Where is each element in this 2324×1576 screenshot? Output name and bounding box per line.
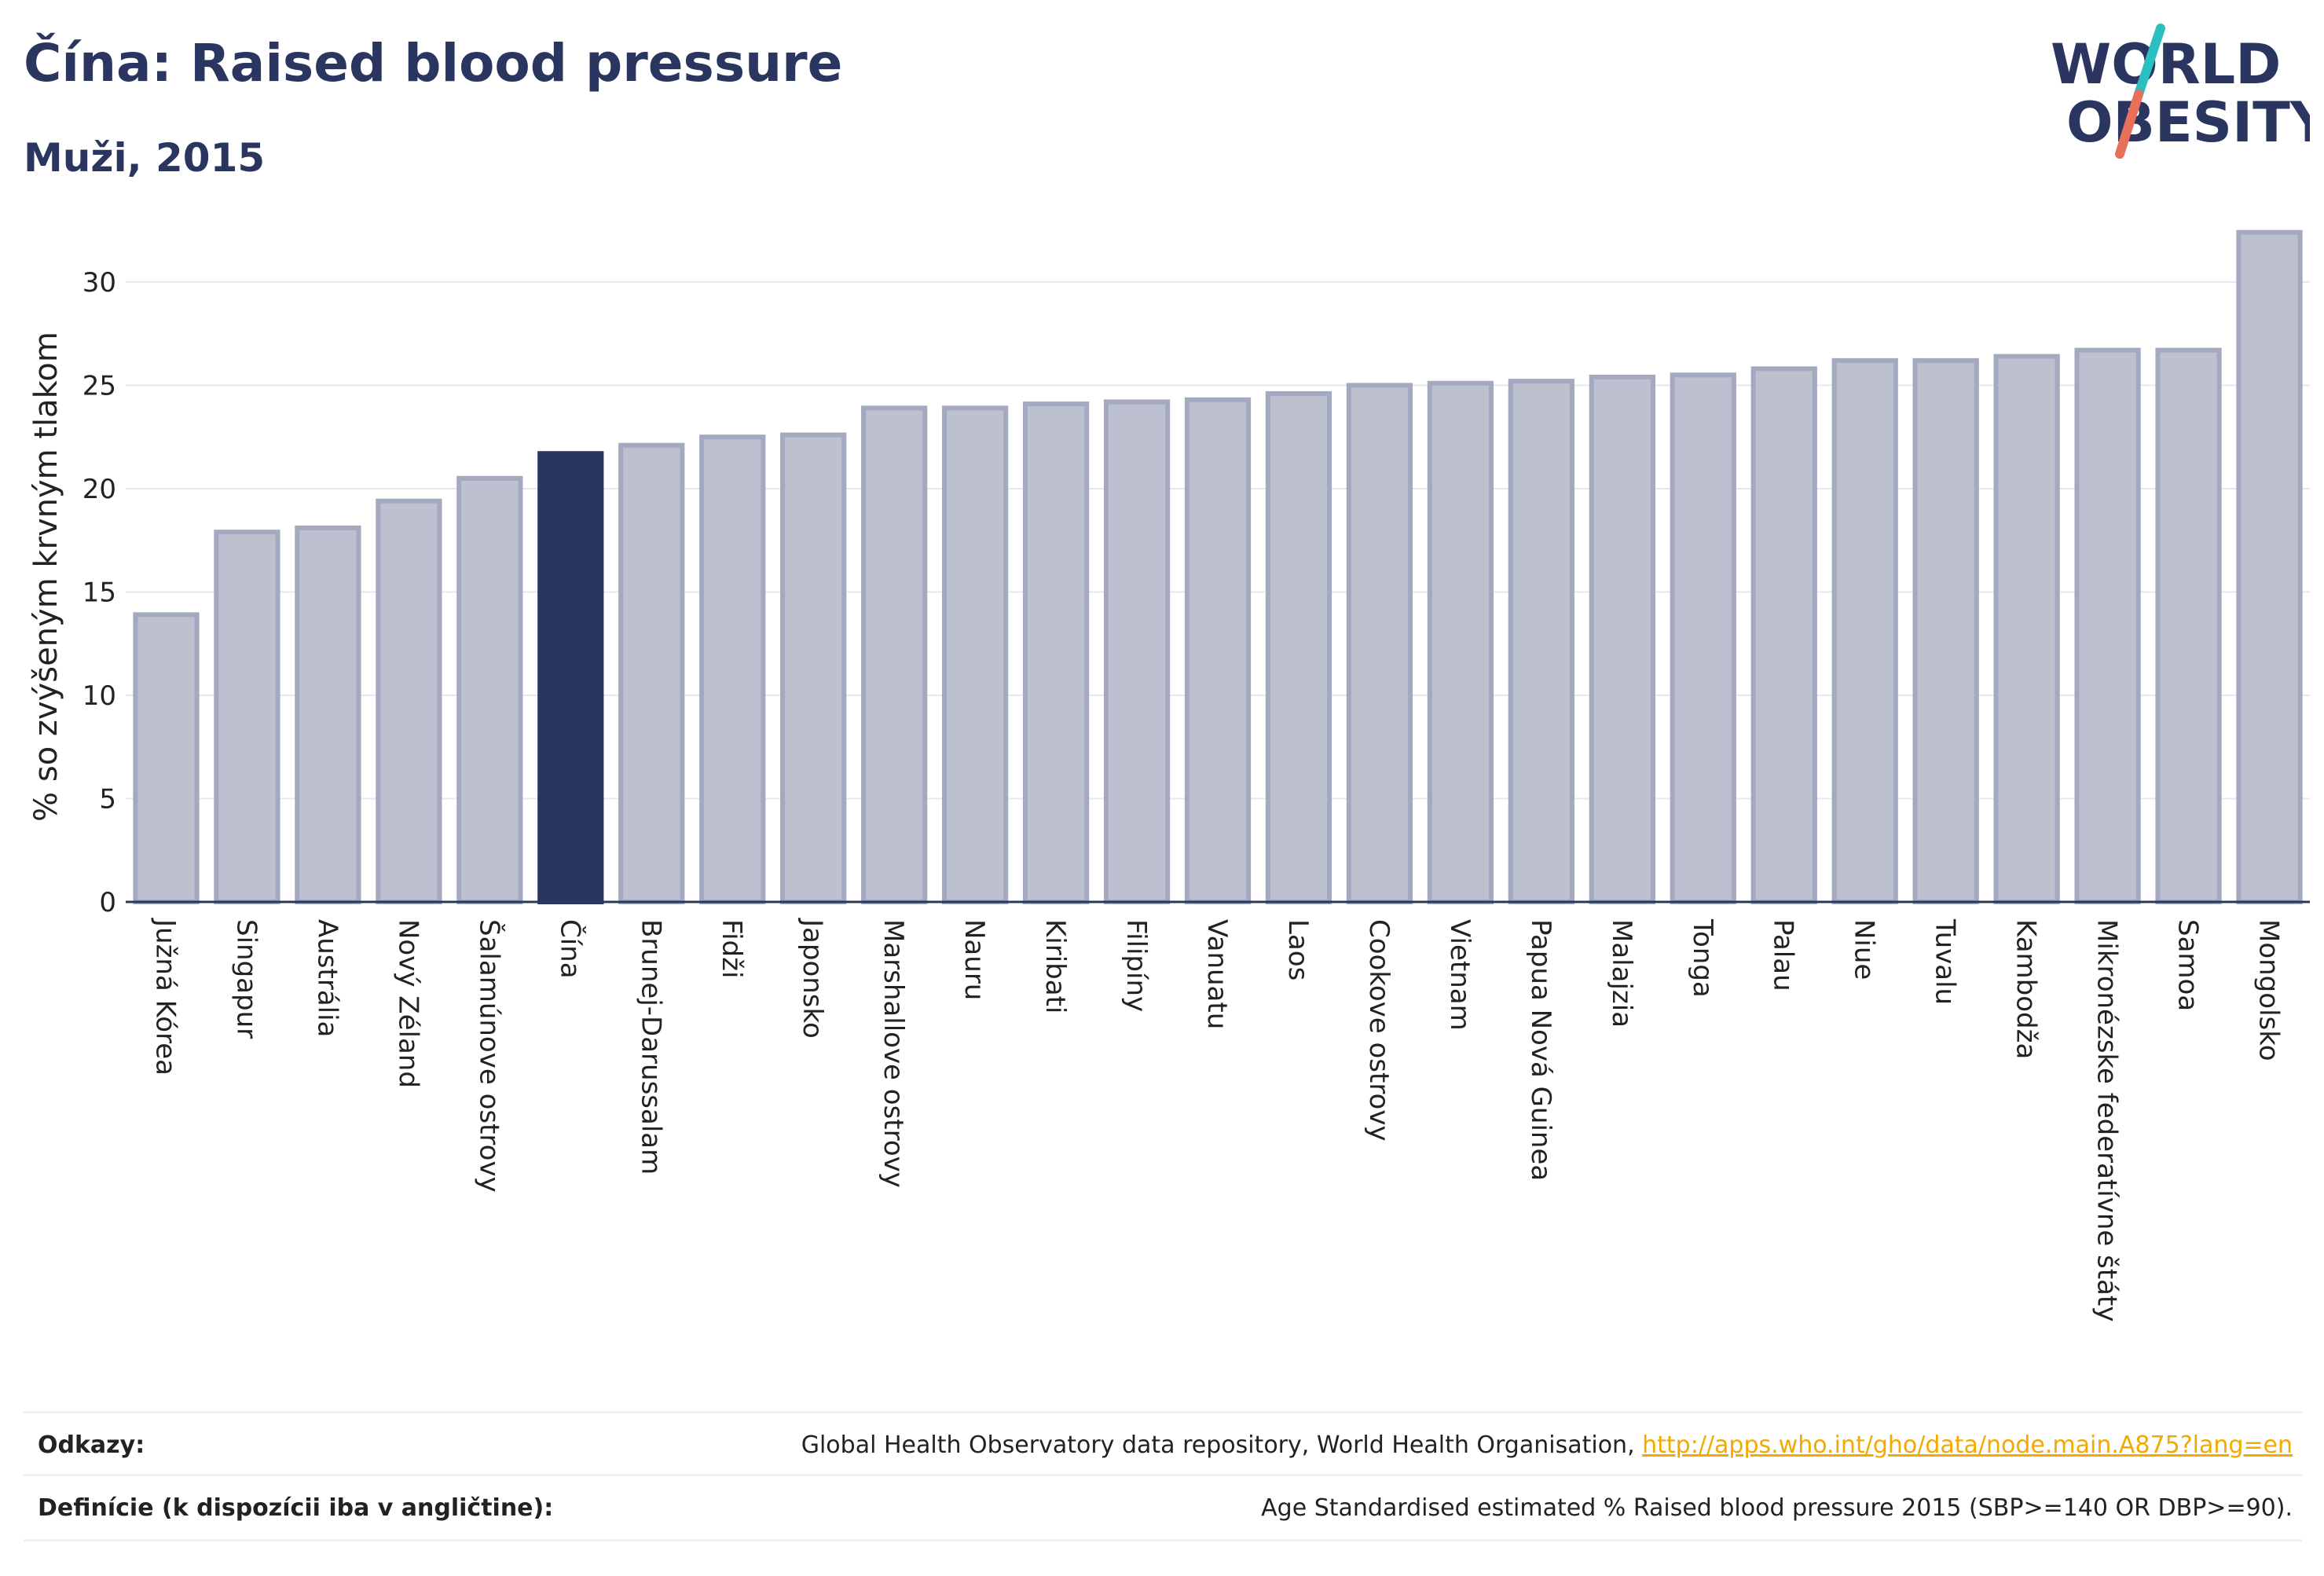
bar	[1184, 397, 1252, 904]
sources-link[interactable]: http://apps.who.int/gho/data/node.main.A…	[1642, 1431, 2293, 1459]
bar	[618, 442, 685, 904]
sources-label: Odkazy:	[38, 1431, 145, 1459]
x-tick-label: Japonsko	[797, 918, 828, 1039]
x-tick-label: Marshallove ostrovy	[878, 919, 909, 1188]
x-tick-label: Vietnam	[1444, 919, 1475, 1031]
bar	[1022, 401, 1090, 904]
x-tick-label: Filipíny	[1120, 919, 1152, 1012]
definitions-label: Definície (k dispozícii iba v angličtine…	[38, 1494, 554, 1522]
sources-row: Odkazy: Global Health Observatory data r…	[24, 1411, 2302, 1476]
bar	[295, 525, 361, 904]
sources-value: Global Health Observatory data repositor…	[801, 1431, 2302, 1459]
y-tick-label: 30	[82, 267, 116, 299]
bar	[537, 451, 604, 904]
x-tick-label: Niue	[1849, 919, 1880, 980]
bar	[699, 434, 766, 904]
definitions-value: Age Standardised estimated % Raised bloo…	[1261, 1494, 2293, 1522]
logo-slash-top	[2134, 24, 2165, 99]
bar	[1670, 372, 1736, 905]
y-tick-label: 0	[99, 887, 116, 918]
world-obesity-logo: WORLD OBESITY	[2051, 24, 2310, 159]
bar	[1912, 357, 1979, 904]
x-tick-label: Južná Kórea	[149, 918, 181, 1076]
x-tick-label: Tonga	[1687, 918, 1718, 998]
bar	[1750, 366, 1817, 904]
y-tick-label: 5	[99, 783, 116, 815]
y-tick-label: 15	[82, 577, 116, 608]
bar	[2074, 347, 2141, 904]
bar-chart: 0 5 10 15 20 25 30 % so zvýšeným krvným tlakom J…	[28, 229, 2310, 1321]
bar	[1103, 399, 1171, 904]
bar	[1346, 383, 1413, 904]
bar	[861, 405, 928, 904]
bar	[133, 612, 200, 904]
x-tick-label: Vanuatu	[1201, 919, 1233, 1029]
bar	[780, 432, 847, 904]
x-tick-label: Mongolsko	[2253, 919, 2285, 1061]
x-tick-label: Palau	[1768, 919, 1799, 991]
chart-title: Čína: Raised blood pressure	[24, 33, 843, 93]
bar	[376, 498, 442, 904]
x-tick-label: Papua Nová Guinea	[1525, 919, 1556, 1181]
x-tick-label: Malajzia	[1606, 919, 1637, 1028]
x-tick-label: Čína	[554, 919, 586, 979]
y-axis-label: % so zvýšeným krvným tlakom	[28, 332, 64, 822]
y-tick-label: 20	[82, 474, 116, 505]
x-tick-label: Fidži	[716, 919, 747, 978]
chart-subtitle: Muži, 2015	[24, 135, 266, 181]
sources-text: Global Health Observatory data repositor…	[801, 1431, 1643, 1459]
bar	[2236, 229, 2303, 905]
bar	[1427, 380, 1494, 904]
definitions-row: Definície (k dispozícii iba v angličtine…	[24, 1474, 2302, 1541]
x-tick-label: Singapur	[230, 919, 262, 1039]
bar	[1265, 390, 1332, 905]
bar	[1993, 354, 2060, 905]
x-tick-label: Brunej-Darussalam	[635, 919, 666, 1175]
x-tick-label: Tuvalu	[1930, 918, 1961, 1005]
bar	[214, 530, 280, 905]
bar	[941, 405, 1009, 904]
x-tick-label: Cookove ostrovy	[1363, 919, 1395, 1142]
logo-line2: OBESITY	[2066, 90, 2310, 155]
x-tick-label: Nauru	[959, 919, 990, 1000]
x-tick-label: Kiribati	[1039, 919, 1071, 1013]
x-tick-label: Samoa	[2172, 919, 2204, 1011]
x-tick-label: Mikronézske federatívne štáty	[2091, 919, 2123, 1321]
x-tick-label: Austrália	[311, 919, 343, 1037]
bar	[456, 475, 523, 904]
x-tick-label: Kambodža	[2011, 919, 2042, 1059]
x-tick-label: Laos	[1282, 919, 1314, 980]
logo-slash-bottom	[2115, 90, 2143, 159]
bar	[2155, 347, 2222, 904]
y-tick-label: 25	[82, 370, 116, 401]
bar	[1589, 374, 1655, 904]
logo-line1: WORLD	[2051, 32, 2281, 97]
x-tick-label: Nový Zéland	[392, 919, 423, 1088]
x-tick-label: Šalamúnove ostrovy	[473, 919, 505, 1193]
y-tick-label: 10	[82, 680, 116, 712]
bar	[1831, 357, 1898, 904]
bar	[1508, 379, 1574, 904]
